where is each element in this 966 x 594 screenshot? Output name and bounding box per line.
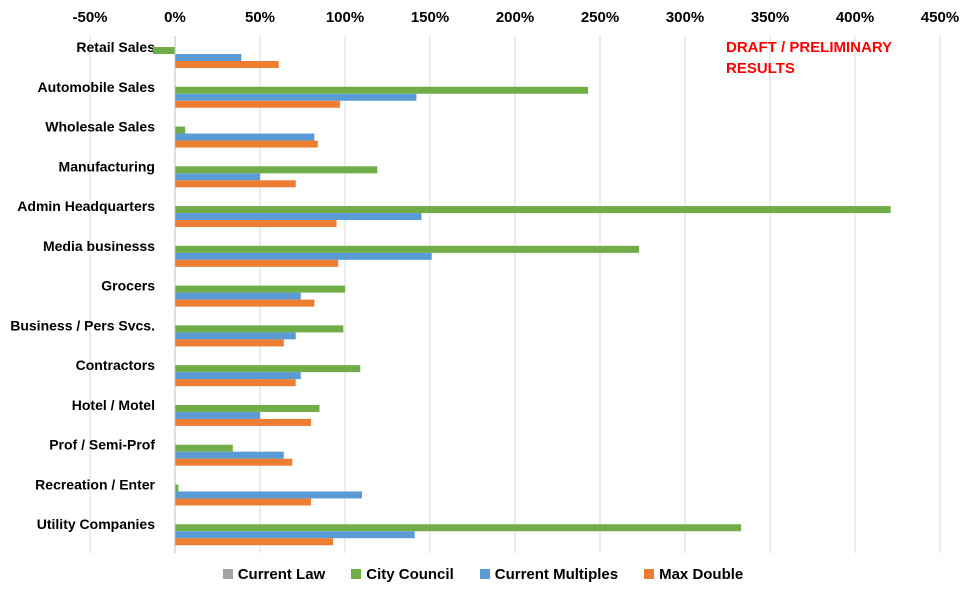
category-label: Business / Pers Svcs. [10,317,155,333]
bar-max-double-hotel-motel [175,418,311,426]
legend-item-city-council: City Council [351,566,454,583]
bar-city-council-manufacturing [175,166,378,174]
x-tick-label: 200% [496,9,534,26]
legend-item-max-double: Max Double [644,566,743,583]
bar-current-multiples-wholesale-sales [175,133,315,141]
x-tick-label: 100% [326,9,364,26]
category-label: Hotel / Motel [72,397,155,413]
bar-city-council-contractors [175,365,361,373]
legend-label: Current Law [237,565,326,583]
bar-city-council-hotel-motel [175,404,320,412]
bar-current-multiples-manufacturing [175,173,260,181]
bar-current-multiples-media-businesss [175,252,432,260]
bar-current-multiples-automobile-sales [175,93,417,101]
legend-item-current-multiples: Current Multiples [479,565,619,583]
bar-max-double-contractors [175,379,296,387]
category-label: Retail Sales [76,39,155,55]
bar-max-double-manufacturing [175,180,296,188]
x-tick-label: -50% [72,9,107,26]
bar-current-multiples-recreation-enter [175,491,362,499]
category-label: Media businesss [43,238,155,254]
bar-max-double-wholesale-sales [175,140,318,148]
x-tick-label: 250% [581,9,619,26]
x-tick-label: 450% [921,9,959,26]
bar-city-council-retail-sales [152,47,175,54]
category-label: Recreation / Enter [35,476,155,492]
bar-max-double-business-pers-svcs [175,339,284,347]
bar-city-council-media-businesss [175,245,640,253]
bar-current-multiples-business-pers-svcs [175,332,296,340]
legend-label: City Council [366,565,454,583]
bar-city-council-recreation-enter [175,484,179,492]
bar-city-council-prof-semi-prof [175,444,233,452]
bar-current-multiples-retail-sales [175,54,242,61]
bar-max-double-recreation-enter [175,498,311,506]
bar-city-council-business-pers-svcs [175,325,344,333]
legend: Current Law City Council Current Multiples… [0,562,966,586]
category-label: Contractors [76,357,156,373]
bar-max-double-utility-companies [175,538,334,546]
bar-max-double-media-businesss [175,259,339,267]
legend-label: Current Multiples [494,565,619,583]
bar-current-multiples-grocers [175,292,301,300]
category-label: Grocers [101,278,155,294]
x-tick-label: 300% [666,9,704,26]
legend-item-current-law: Current Law [222,565,326,583]
bar-city-council-automobile-sales [175,86,589,94]
x-tick-label: 150% [411,9,449,26]
x-tick-label: 350% [751,9,789,26]
bar-max-double-admin-headquarters [175,220,337,228]
bar-current-multiples-utility-companies [175,531,415,539]
bar-current-multiples-prof-semi-prof [175,451,284,459]
legend-swatch [222,569,233,579]
category-label: Utility Companies [37,516,155,532]
bar-max-double-retail-sales [175,61,279,68]
bar-max-double-prof-semi-prof [175,458,293,466]
draft-annotation: DRAFT / PRELIMINARY RESULTS [726,39,892,77]
x-tick-label: 50% [245,9,275,26]
category-label: Automobile Sales [38,79,156,95]
bar-current-multiples-contractors [175,372,301,380]
bar-current-multiples-hotel-motel [175,411,260,419]
bar-max-double-grocers [175,299,315,307]
category-label: Admin Headquarters [17,198,155,214]
legend-swatch [351,569,362,579]
bar-city-council-grocers [175,285,345,293]
x-tick-label: 0% [164,9,186,26]
bar-city-council-utility-companies [175,524,742,532]
category-label: Wholesale Sales [45,119,155,135]
category-label: Prof / Semi-Prof [49,437,155,453]
bar-city-council-admin-headquarters [175,206,891,214]
x-tick-label: 400% [836,9,874,26]
legend-swatch [644,569,655,579]
legend-swatch [479,569,490,579]
bar-city-council-wholesale-sales [175,126,186,134]
category-label: Manufacturing [59,158,155,174]
legend-label: Max Double [659,565,744,583]
bar-current-multiples-admin-headquarters [175,213,422,221]
bar-max-double-automobile-sales [175,100,340,108]
